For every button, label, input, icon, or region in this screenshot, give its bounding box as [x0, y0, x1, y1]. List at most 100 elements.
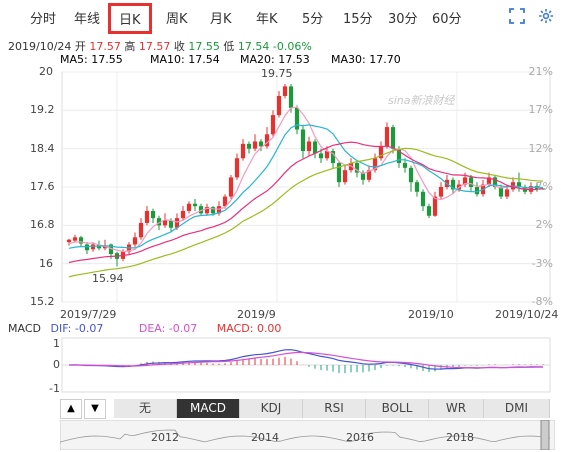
- overview-frame: [60, 420, 555, 450]
- candle-body: [396, 148, 402, 164]
- high-label: 高: [124, 40, 136, 53]
- low-annotation: 15.94: [92, 272, 124, 285]
- tab-intraday[interactable]: 分时: [30, 12, 57, 27]
- candle-body: [342, 170, 348, 183]
- candle-body: [390, 127, 396, 149]
- candle-body: [300, 129, 306, 152]
- candle-body: [324, 151, 330, 159]
- candle-body: [204, 207, 210, 214]
- candle-body: [156, 218, 162, 226]
- candle-body: [78, 237, 84, 244]
- price-tick: 19.2: [30, 103, 55, 117]
- candle-body: [384, 127, 390, 147]
- candle-body: [504, 189, 510, 197]
- candlestick-chart[interactable]: [0, 64, 561, 314]
- candle-body: [240, 143, 246, 159]
- ma-line: [68, 141, 544, 264]
- percent-tick: 21%: [528, 65, 553, 78]
- high-annotation: 19.75: [261, 67, 293, 80]
- candle-body: [516, 182, 522, 187]
- indicator-rsi[interactable]: RSI: [303, 399, 366, 418]
- indicator-none[interactable]: 无: [114, 399, 177, 418]
- candle-body: [84, 244, 90, 251]
- candle-body: [288, 86, 294, 108]
- candle-body: [468, 177, 474, 187]
- price-tick: 15.2: [30, 295, 55, 308]
- macd-tick-1: 1: [53, 337, 60, 350]
- tab-yearly-k[interactable]: 年K: [256, 12, 278, 27]
- tab-year-line[interactable]: 年线: [74, 12, 101, 27]
- tab-5min[interactable]: 5分: [302, 12, 324, 27]
- candle-body: [528, 186, 534, 192]
- candle-body: [276, 95, 282, 116]
- ma-line: [68, 124, 544, 249]
- candle-body: [486, 177, 492, 185]
- overview-year-2012: 2012: [151, 431, 179, 444]
- percent-tick: -3%: [531, 256, 553, 270]
- candle-body: [72, 237, 78, 241]
- candle-body: [66, 239, 72, 243]
- candle-body: [420, 191, 426, 207]
- period-tab-bar: 分时 年线 日K 周K 月K 年K 5分 15分 30分 60分: [0, 0, 561, 34]
- candle-body: [108, 244, 114, 255]
- gear-icon[interactable]: [538, 8, 554, 28]
- macd-tick-0: 0: [53, 358, 60, 371]
- tab-monthly-k[interactable]: 月K: [210, 12, 232, 27]
- candle-body: [498, 187, 504, 197]
- candle-body: [234, 158, 240, 178]
- candle-body: [408, 167, 414, 183]
- indicator-down-button[interactable]: ▼: [84, 399, 106, 419]
- overview-line: [60, 429, 551, 444]
- candle-body: [180, 210, 186, 219]
- price-tick: 18.4: [30, 141, 55, 155]
- ma5-legend: MA5: 17.55: [60, 53, 123, 66]
- candle-body: [264, 134, 270, 147]
- candle-body: [438, 187, 444, 197]
- candle-body: [270, 115, 276, 135]
- percent-tick: 7%: [535, 180, 553, 193]
- overview-year-2014: 2014: [251, 431, 279, 444]
- macd-dea-line: [69, 351, 544, 369]
- percent-tick: -8%: [531, 295, 553, 308]
- indicator-dmi[interactable]: DMI: [484, 399, 550, 418]
- fullscreen-icon[interactable]: [509, 8, 525, 28]
- tab-weekly-k[interactable]: 周K: [166, 12, 188, 27]
- candle-body: [336, 163, 342, 183]
- candle-body: [372, 158, 378, 171]
- low-label: 低: [223, 40, 235, 53]
- indicator-boll[interactable]: BOLL: [366, 399, 429, 418]
- low-value: 17.54: [237, 40, 270, 53]
- overview-year-2016: 2016: [346, 431, 374, 444]
- indicator-macd[interactable]: MACD: [177, 399, 240, 418]
- ma-line: [68, 106, 544, 253]
- candle-body: [138, 222, 144, 238]
- tab-30min[interactable]: 30分: [388, 12, 418, 27]
- candle-body: [162, 220, 168, 226]
- sina-watermark: sina新浪财经: [388, 94, 455, 107]
- date-tick: 2019/9: [237, 308, 276, 321]
- candle-body: [402, 163, 408, 168]
- candle-body: [246, 143, 252, 149]
- quote-info-bar: 2019/10/24 开 17.57 高 17.57 收 17.55 低 17.…: [8, 38, 312, 54]
- close-label: 收: [173, 40, 185, 53]
- date-tick: 2019/7/29: [60, 308, 117, 321]
- candle-body: [90, 244, 96, 250]
- tab-60min[interactable]: 60分: [432, 12, 462, 27]
- candle-body: [258, 141, 264, 147]
- change-percent: -0.06%: [272, 40, 312, 53]
- ma-line: [68, 147, 544, 278]
- tab-15min[interactable]: 15分: [343, 12, 373, 27]
- indicator-up-button[interactable]: ▲: [60, 399, 82, 419]
- close-value: 17.55: [188, 40, 220, 53]
- price-tick: 17.6: [30, 180, 55, 193]
- candle-body: [168, 220, 174, 228]
- overview-range-slider[interactable]: [60, 420, 555, 450]
- indicator-kdj[interactable]: KDJ: [240, 399, 303, 418]
- indicator-wr[interactable]: WR: [429, 399, 484, 418]
- tab-daily-k[interactable]: 日K: [108, 3, 152, 34]
- macd-value: MACD: 0.00: [216, 322, 282, 335]
- candle-body: [318, 153, 324, 159]
- candle-body: [132, 237, 138, 245]
- quote-date: 2019/10/24: [8, 40, 72, 53]
- candle-body: [228, 177, 234, 197]
